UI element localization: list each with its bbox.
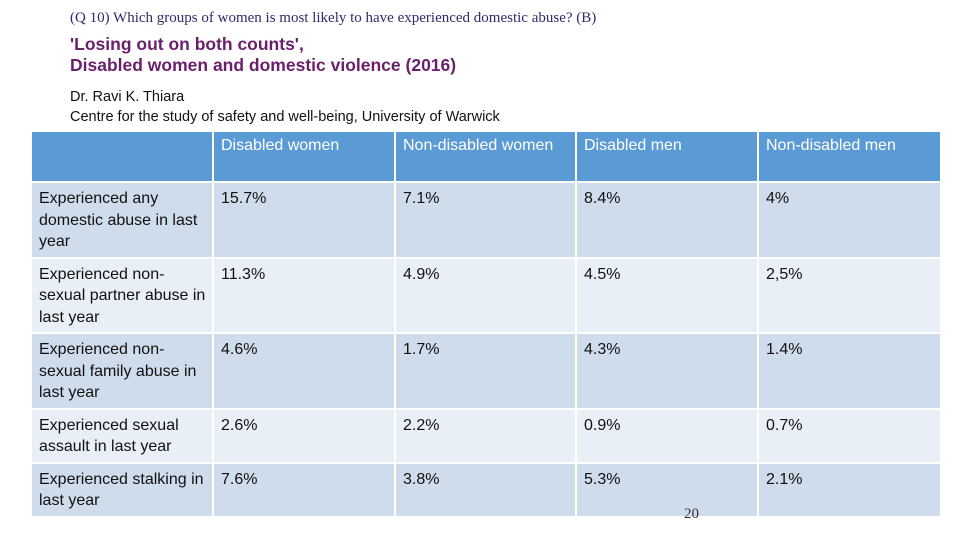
page-number: 20 <box>684 506 699 522</box>
cell-disabled-men: 4.5% <box>575 256 759 334</box>
table-row: Experienced sexual assault in last year … <box>30 407 942 464</box>
title-line-2: Disabled women and domestic violence (20… <box>70 55 457 75</box>
table-row: Experienced non-sexual family abuse in l… <box>30 332 942 410</box>
table-header-row: Disabled women Non-disabled women Disabl… <box>30 130 942 183</box>
row-label: Experienced sexual assault in last year <box>30 407 214 464</box>
row-label: Experienced non-sexual partner abuse in … <box>30 256 214 334</box>
row-label: Experienced any domestic abuse in last y… <box>30 181 214 259</box>
title-line-1: 'Losing out on both counts', <box>70 34 304 54</box>
cell-non-disabled-men: 1.4% <box>757 332 942 410</box>
header-disabled-women: Disabled women <box>212 130 396 183</box>
author-block: Dr. Ravi K. Thiara Centre for the study … <box>70 87 500 127</box>
row-label: Experienced non-sexual family abuse in l… <box>30 332 214 410</box>
cell-disabled-men: 0.9% <box>575 407 759 464</box>
header-non-disabled-women: Non-disabled women <box>394 130 577 183</box>
table-row: Experienced non-sexual partner abuse in … <box>30 256 942 334</box>
cell-disabled-men: 4.3% <box>575 332 759 410</box>
row-label: Experienced stalking in last year <box>30 461 214 518</box>
question-text: (Q 10) Which groups of women is most lik… <box>70 10 597 26</box>
cell-disabled-men: 5.3% <box>575 461 759 518</box>
cell-non-disabled-women: 4.9% <box>394 256 577 334</box>
cell-non-disabled-women: 3.8% <box>394 461 577 518</box>
cell-non-disabled-women: 7.1% <box>394 181 577 259</box>
header-cell-empty <box>30 130 214 183</box>
cell-disabled-women: 11.3% <box>212 256 396 334</box>
author-affiliation: Centre for the study of safety and well-… <box>70 109 500 125</box>
cell-non-disabled-women: 2.2% <box>394 407 577 464</box>
abuse-statistics-table: Disabled women Non-disabled women Disabl… <box>30 130 942 518</box>
cell-non-disabled-men: 2.1% <box>757 461 942 518</box>
table-row: Experienced any domestic abuse in last y… <box>30 181 942 259</box>
author-name: Dr. Ravi K. Thiara <box>70 89 185 105</box>
cell-disabled-women: 15.7% <box>212 181 396 259</box>
header-disabled-men: Disabled men <box>575 130 759 183</box>
cell-non-disabled-women: 1.7% <box>394 332 577 410</box>
cell-non-disabled-men: 2,5% <box>757 256 942 334</box>
cell-non-disabled-men: 4% <box>757 181 942 259</box>
cell-disabled-men: 8.4% <box>575 181 759 259</box>
slide-title: 'Losing out on both counts', Disabled wo… <box>70 34 456 76</box>
cell-disabled-women: 7.6% <box>212 461 396 518</box>
header-non-disabled-men: Non-disabled men <box>757 130 942 183</box>
cell-non-disabled-men: 0.7% <box>757 407 942 464</box>
table-row: Experienced stalking in last year 7.6% 3… <box>30 461 942 518</box>
cell-disabled-women: 2.6% <box>212 407 396 464</box>
cell-disabled-women: 4.6% <box>212 332 396 410</box>
